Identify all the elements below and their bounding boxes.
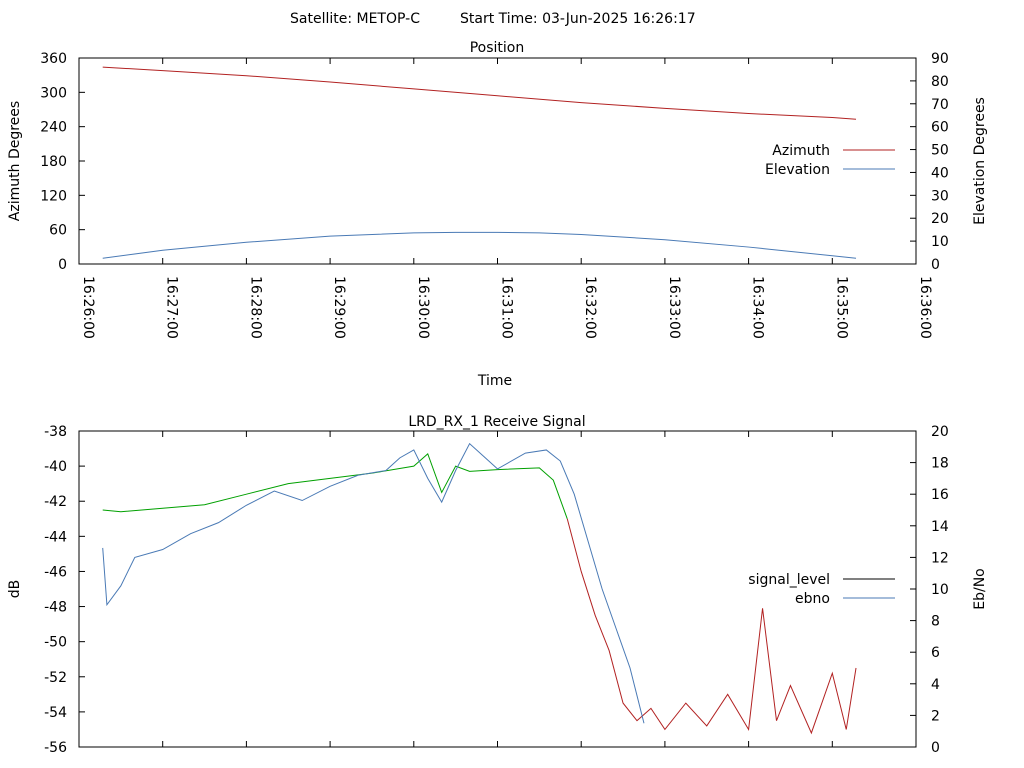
header-satellite: Satellite: METOP-C — [290, 11, 420, 27]
signal-level-line-unlocked — [566, 518, 857, 735]
y-tick-label: -54 — [44, 705, 67, 721]
signal-level-line-locked — [102, 452, 568, 519]
y2-tick-label: 90 — [931, 51, 949, 67]
y-tick-label: 180 — [40, 154, 67, 170]
x-tick-label: 16:33:00 — [666, 276, 682, 339]
y2-tick-label: 2 — [931, 708, 940, 724]
y2-tick-label: 80 — [931, 74, 949, 90]
y2-tick-label: 0 — [931, 257, 940, 273]
y-tick-label: 240 — [40, 120, 67, 136]
y-tick-label: -40 — [44, 459, 67, 475]
position-y2label: Elevation Degrees — [972, 97, 988, 225]
y2-tick-label: 70 — [931, 97, 949, 113]
y2-tick-label: 12 — [931, 550, 949, 566]
signal-ylabel: dB — [7, 580, 23, 599]
x-tick-label: 16:35:00 — [833, 276, 849, 339]
y2-tick-label: 0 — [931, 740, 940, 756]
y-tick-label: -42 — [44, 494, 67, 510]
x-tick-label: 16:32:00 — [582, 276, 598, 339]
position-chart: Position Azimuth Degrees Elevation Degre… — [7, 40, 988, 389]
x-tick-label: 16:31:00 — [499, 276, 515, 339]
legend-label-signal-level: signal_level — [748, 572, 830, 588]
y2-tick-label: 50 — [931, 143, 949, 159]
y-tick-label: -50 — [44, 635, 67, 651]
y2-tick-label: 30 — [931, 188, 949, 204]
y-tick-label: -56 — [44, 740, 67, 756]
y-tick-label: 120 — [40, 188, 67, 204]
y2-tick-label: 10 — [931, 582, 949, 598]
position-ylabel: Azimuth Degrees — [7, 101, 23, 221]
Azimuth-line — [102, 66, 857, 120]
header-start-time: Start Time: 03-Jun-2025 16:26:17 — [460, 11, 696, 27]
y2-tick-label: 8 — [931, 614, 940, 630]
y-tick-label: -52 — [44, 670, 67, 686]
y2-tick-label: 6 — [931, 645, 940, 661]
y-tick-label: 0 — [58, 257, 67, 273]
signal-y2label: Eb/No — [972, 568, 988, 610]
y-tick-label: 300 — [40, 85, 67, 101]
x-tick-label: 16:36:00 — [917, 276, 933, 339]
y2-tick-label: 16 — [931, 487, 949, 503]
y-tick-label: -46 — [44, 564, 67, 580]
x-tick-label: 16:27:00 — [164, 276, 180, 339]
y2-tick-label: 20 — [931, 424, 949, 440]
y2-tick-label: 10 — [931, 234, 949, 250]
x-tick-label: 16:28:00 — [247, 276, 263, 339]
position-plot-frame — [78, 57, 917, 265]
x-tick-label: 16:34:00 — [750, 276, 766, 339]
position-chart-title: Position — [470, 40, 525, 56]
y2-tick-label: 60 — [931, 120, 949, 136]
legend-label-Azimuth: Azimuth — [772, 143, 830, 159]
legend-label-ebno: ebno — [795, 591, 830, 607]
y-tick-label: -44 — [44, 529, 67, 545]
y-tick-label: 360 — [40, 51, 67, 67]
signal-chart-title: LRD_RX_1 Receive Signal — [408, 414, 585, 430]
position-xlabel: Time — [477, 373, 512, 389]
y2-tick-label: 20 — [931, 211, 949, 227]
Elevation-line — [102, 231, 857, 259]
signal-chart: LRD_RX_1 Receive Signal dB Eb/No -38 -40 -… — [7, 414, 988, 756]
y2-tick-label: 14 — [931, 519, 949, 535]
signal-plot-frame — [78, 430, 917, 748]
ebno-line — [102, 442, 645, 724]
y2-tick-label: 18 — [931, 456, 949, 472]
x-tick-label: 16:30:00 — [415, 276, 431, 339]
y2-tick-label: 40 — [931, 165, 949, 181]
x-tick-label: 16:26:00 — [80, 276, 96, 339]
y2-tick-label: 4 — [931, 677, 940, 693]
y-tick-label: 60 — [49, 223, 67, 239]
y-tick-label: -38 — [44, 424, 67, 440]
legend-label-Elevation: Elevation — [765, 162, 830, 178]
x-tick-label: 16:29:00 — [331, 276, 347, 339]
y-tick-label: -48 — [44, 600, 67, 616]
